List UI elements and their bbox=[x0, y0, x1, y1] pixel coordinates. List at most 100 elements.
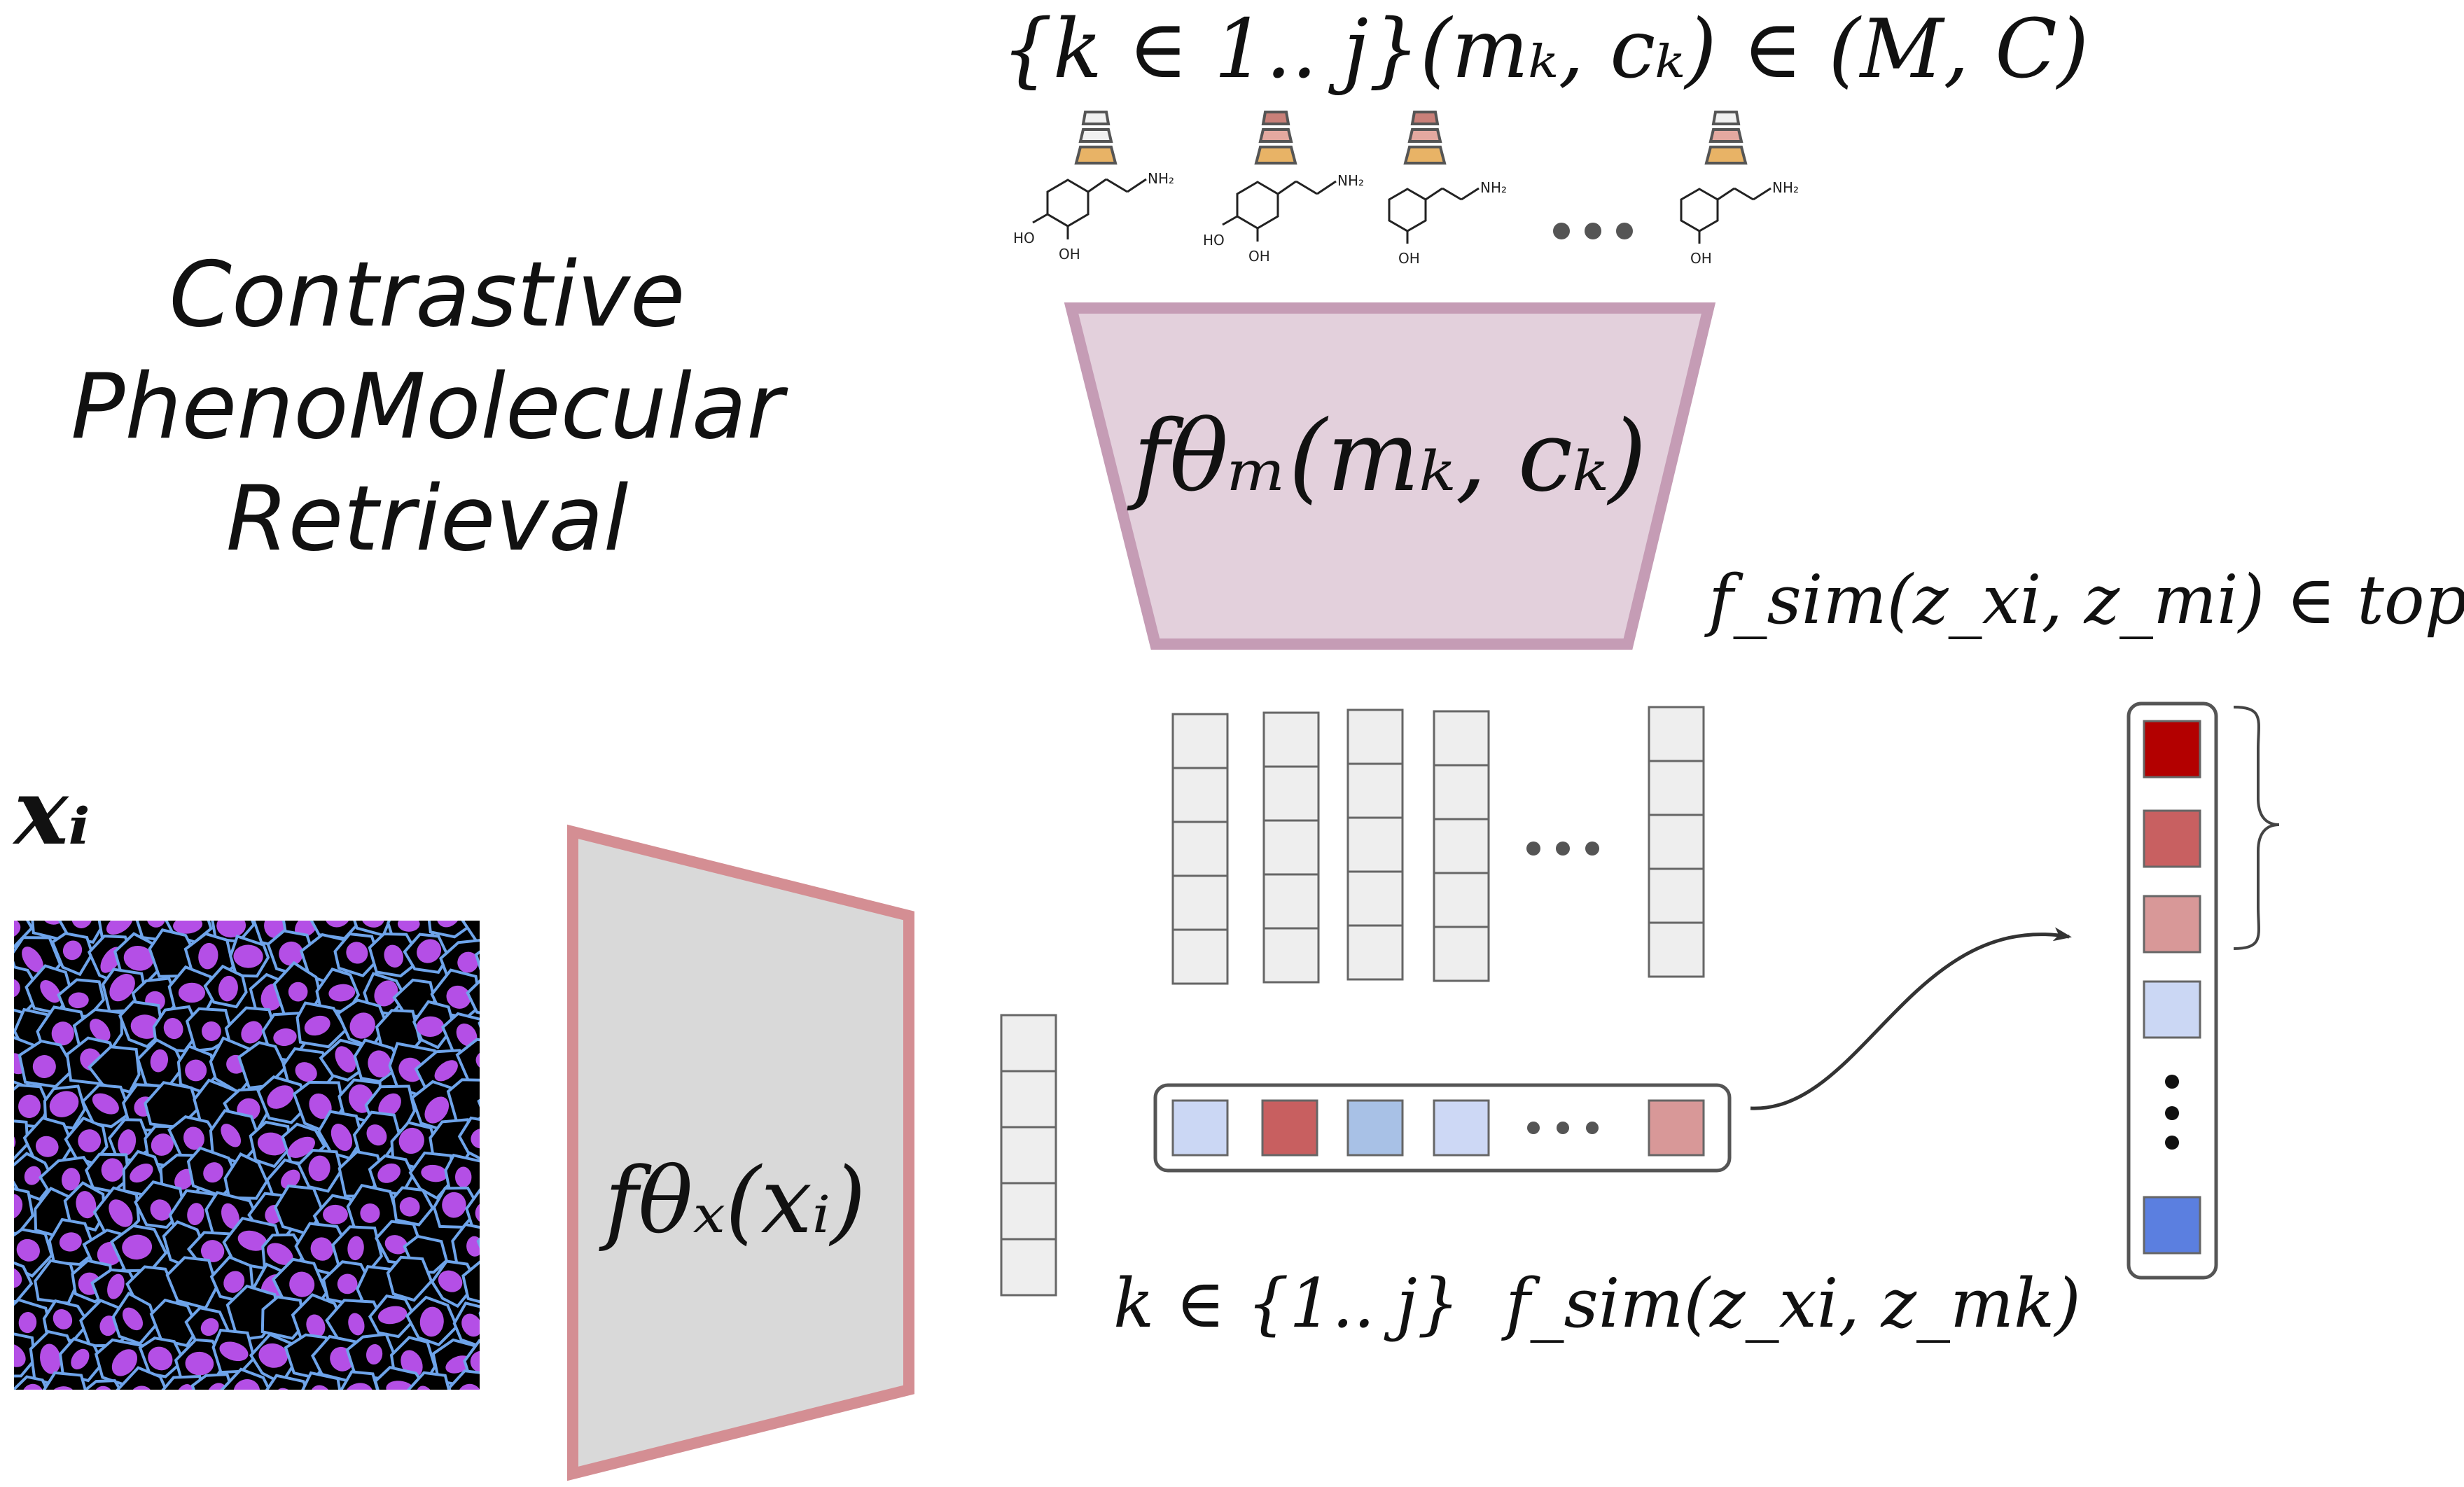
nucleus bbox=[397, 921, 420, 932]
cell bbox=[451, 1222, 480, 1272]
embedding-cell bbox=[1346, 708, 1404, 765]
nucleus bbox=[377, 1163, 401, 1183]
cell bbox=[427, 921, 474, 939]
nucleus bbox=[22, 1383, 44, 1390]
nucleus bbox=[374, 980, 398, 1007]
molecule-structures: HO OH NH₂ HO OH NH₂ OH NH₂ bbox=[1013, 170, 1799, 267]
nucleus bbox=[90, 1019, 111, 1042]
embedding-cell bbox=[1171, 713, 1229, 769]
nucleus bbox=[398, 1057, 424, 1082]
index-range-formula: k ∈ {1.. j} bbox=[1113, 1264, 1460, 1343]
title-line-2: PhenoMolecular bbox=[71, 355, 788, 459]
title-line-1: Contrastive bbox=[169, 243, 685, 347]
nucleus bbox=[16, 1238, 40, 1262]
nucleus bbox=[487, 1234, 513, 1259]
nucleus bbox=[221, 1203, 239, 1229]
cell bbox=[466, 979, 480, 1014]
embedding-cell bbox=[1433, 926, 1490, 982]
nucleus bbox=[323, 1204, 348, 1224]
nucleus bbox=[18, 1094, 41, 1118]
molecule-1: HO OH NH₂ bbox=[1013, 170, 1174, 263]
nucleus bbox=[53, 1309, 73, 1329]
nucleus bbox=[378, 1093, 401, 1117]
nucleus bbox=[488, 949, 513, 975]
cell bbox=[484, 1374, 533, 1424]
embedding-cell bbox=[1000, 1238, 1057, 1297]
embedding-cell bbox=[1262, 927, 1320, 984]
nucleus bbox=[490, 1385, 518, 1413]
molecule-2-label-nh2: NH₂ bbox=[1337, 172, 1364, 189]
nucleus bbox=[68, 992, 89, 1009]
nucleus bbox=[18, 1311, 37, 1334]
embedding-cell bbox=[1171, 928, 1229, 985]
nucleus bbox=[442, 1192, 466, 1218]
nucleus bbox=[306, 1314, 326, 1338]
nucleus bbox=[14, 1343, 26, 1367]
nucleus bbox=[14, 1194, 23, 1220]
embedding-cell bbox=[1000, 1182, 1057, 1241]
cell bbox=[14, 1119, 29, 1161]
nucleus bbox=[223, 1271, 245, 1293]
nucleus bbox=[308, 1155, 330, 1182]
nucleus bbox=[51, 1021, 74, 1046]
similarity-score-2 bbox=[1261, 1099, 1318, 1157]
nucleus bbox=[267, 1085, 294, 1109]
concentration-icon-1 bbox=[1074, 111, 1118, 165]
nucleus bbox=[454, 1166, 472, 1188]
cell bbox=[457, 1116, 480, 1160]
cell bbox=[474, 950, 480, 971]
embedding-cell bbox=[1346, 816, 1404, 873]
embedding-cell bbox=[1433, 872, 1490, 928]
cell bbox=[260, 1295, 306, 1340]
nucleus bbox=[399, 1197, 420, 1217]
nucleus bbox=[281, 1169, 300, 1189]
nucleus bbox=[482, 1014, 513, 1043]
similarity-scores bbox=[1171, 1099, 1705, 1157]
molecule-2: HO OH NH₂ bbox=[1203, 172, 1364, 265]
nucleus bbox=[384, 1235, 408, 1255]
embedding-cell bbox=[1346, 870, 1404, 927]
molecule-ellipsis bbox=[1553, 223, 1633, 239]
molecule-2-label-oh: OH bbox=[1248, 248, 1270, 265]
nucleus bbox=[295, 921, 319, 937]
ranked-score-2 bbox=[2143, 809, 2201, 868]
nucleus bbox=[233, 944, 263, 968]
cell bbox=[406, 1371, 451, 1390]
embedding-cell bbox=[1433, 818, 1490, 874]
nucleus bbox=[221, 1124, 242, 1147]
embedding-cell bbox=[1262, 711, 1320, 768]
ranked-score-4 bbox=[2143, 980, 2201, 1039]
molecule-embedding-1 bbox=[1171, 713, 1229, 985]
nucleus bbox=[438, 1270, 463, 1292]
nucleus bbox=[436, 921, 461, 928]
embedding-cell bbox=[1648, 867, 1705, 924]
nucleus bbox=[258, 1343, 288, 1368]
nucleus bbox=[233, 1378, 260, 1390]
embedding-cell bbox=[1171, 821, 1229, 877]
similarity-score-4 bbox=[1433, 1099, 1490, 1157]
nucleus bbox=[151, 1133, 174, 1156]
embedding-cell bbox=[1000, 1014, 1057, 1073]
nucleus bbox=[101, 1158, 124, 1182]
nucleus bbox=[398, 1127, 424, 1154]
similarity-score-1 bbox=[1171, 1099, 1229, 1157]
nucleus bbox=[150, 1049, 169, 1073]
cell bbox=[386, 1255, 433, 1302]
nucleus bbox=[241, 1021, 263, 1044]
nucleus bbox=[122, 1234, 153, 1260]
cell bbox=[481, 1157, 520, 1197]
topk-formula: f_sim(z_xi, z_mi) ∈ top K% bbox=[1704, 561, 2464, 639]
similarity-ellipsis bbox=[1527, 1122, 1599, 1134]
cell bbox=[340, 1370, 380, 1390]
nucleus bbox=[330, 1124, 353, 1151]
molecule-1-label-nh2: NH₂ bbox=[1148, 170, 1174, 187]
nucleus bbox=[78, 1129, 102, 1152]
embedding-cell bbox=[1171, 767, 1229, 823]
molecule-3-label-nh2: NH₂ bbox=[1480, 179, 1507, 196]
embedding-cell bbox=[1433, 764, 1490, 821]
nucleus bbox=[310, 1237, 333, 1261]
ranked-score-5 bbox=[2143, 1196, 2201, 1255]
molecule-4: OH NH₂ bbox=[1680, 179, 1799, 267]
nucleus bbox=[62, 940, 83, 961]
nucleus bbox=[481, 1089, 517, 1124]
